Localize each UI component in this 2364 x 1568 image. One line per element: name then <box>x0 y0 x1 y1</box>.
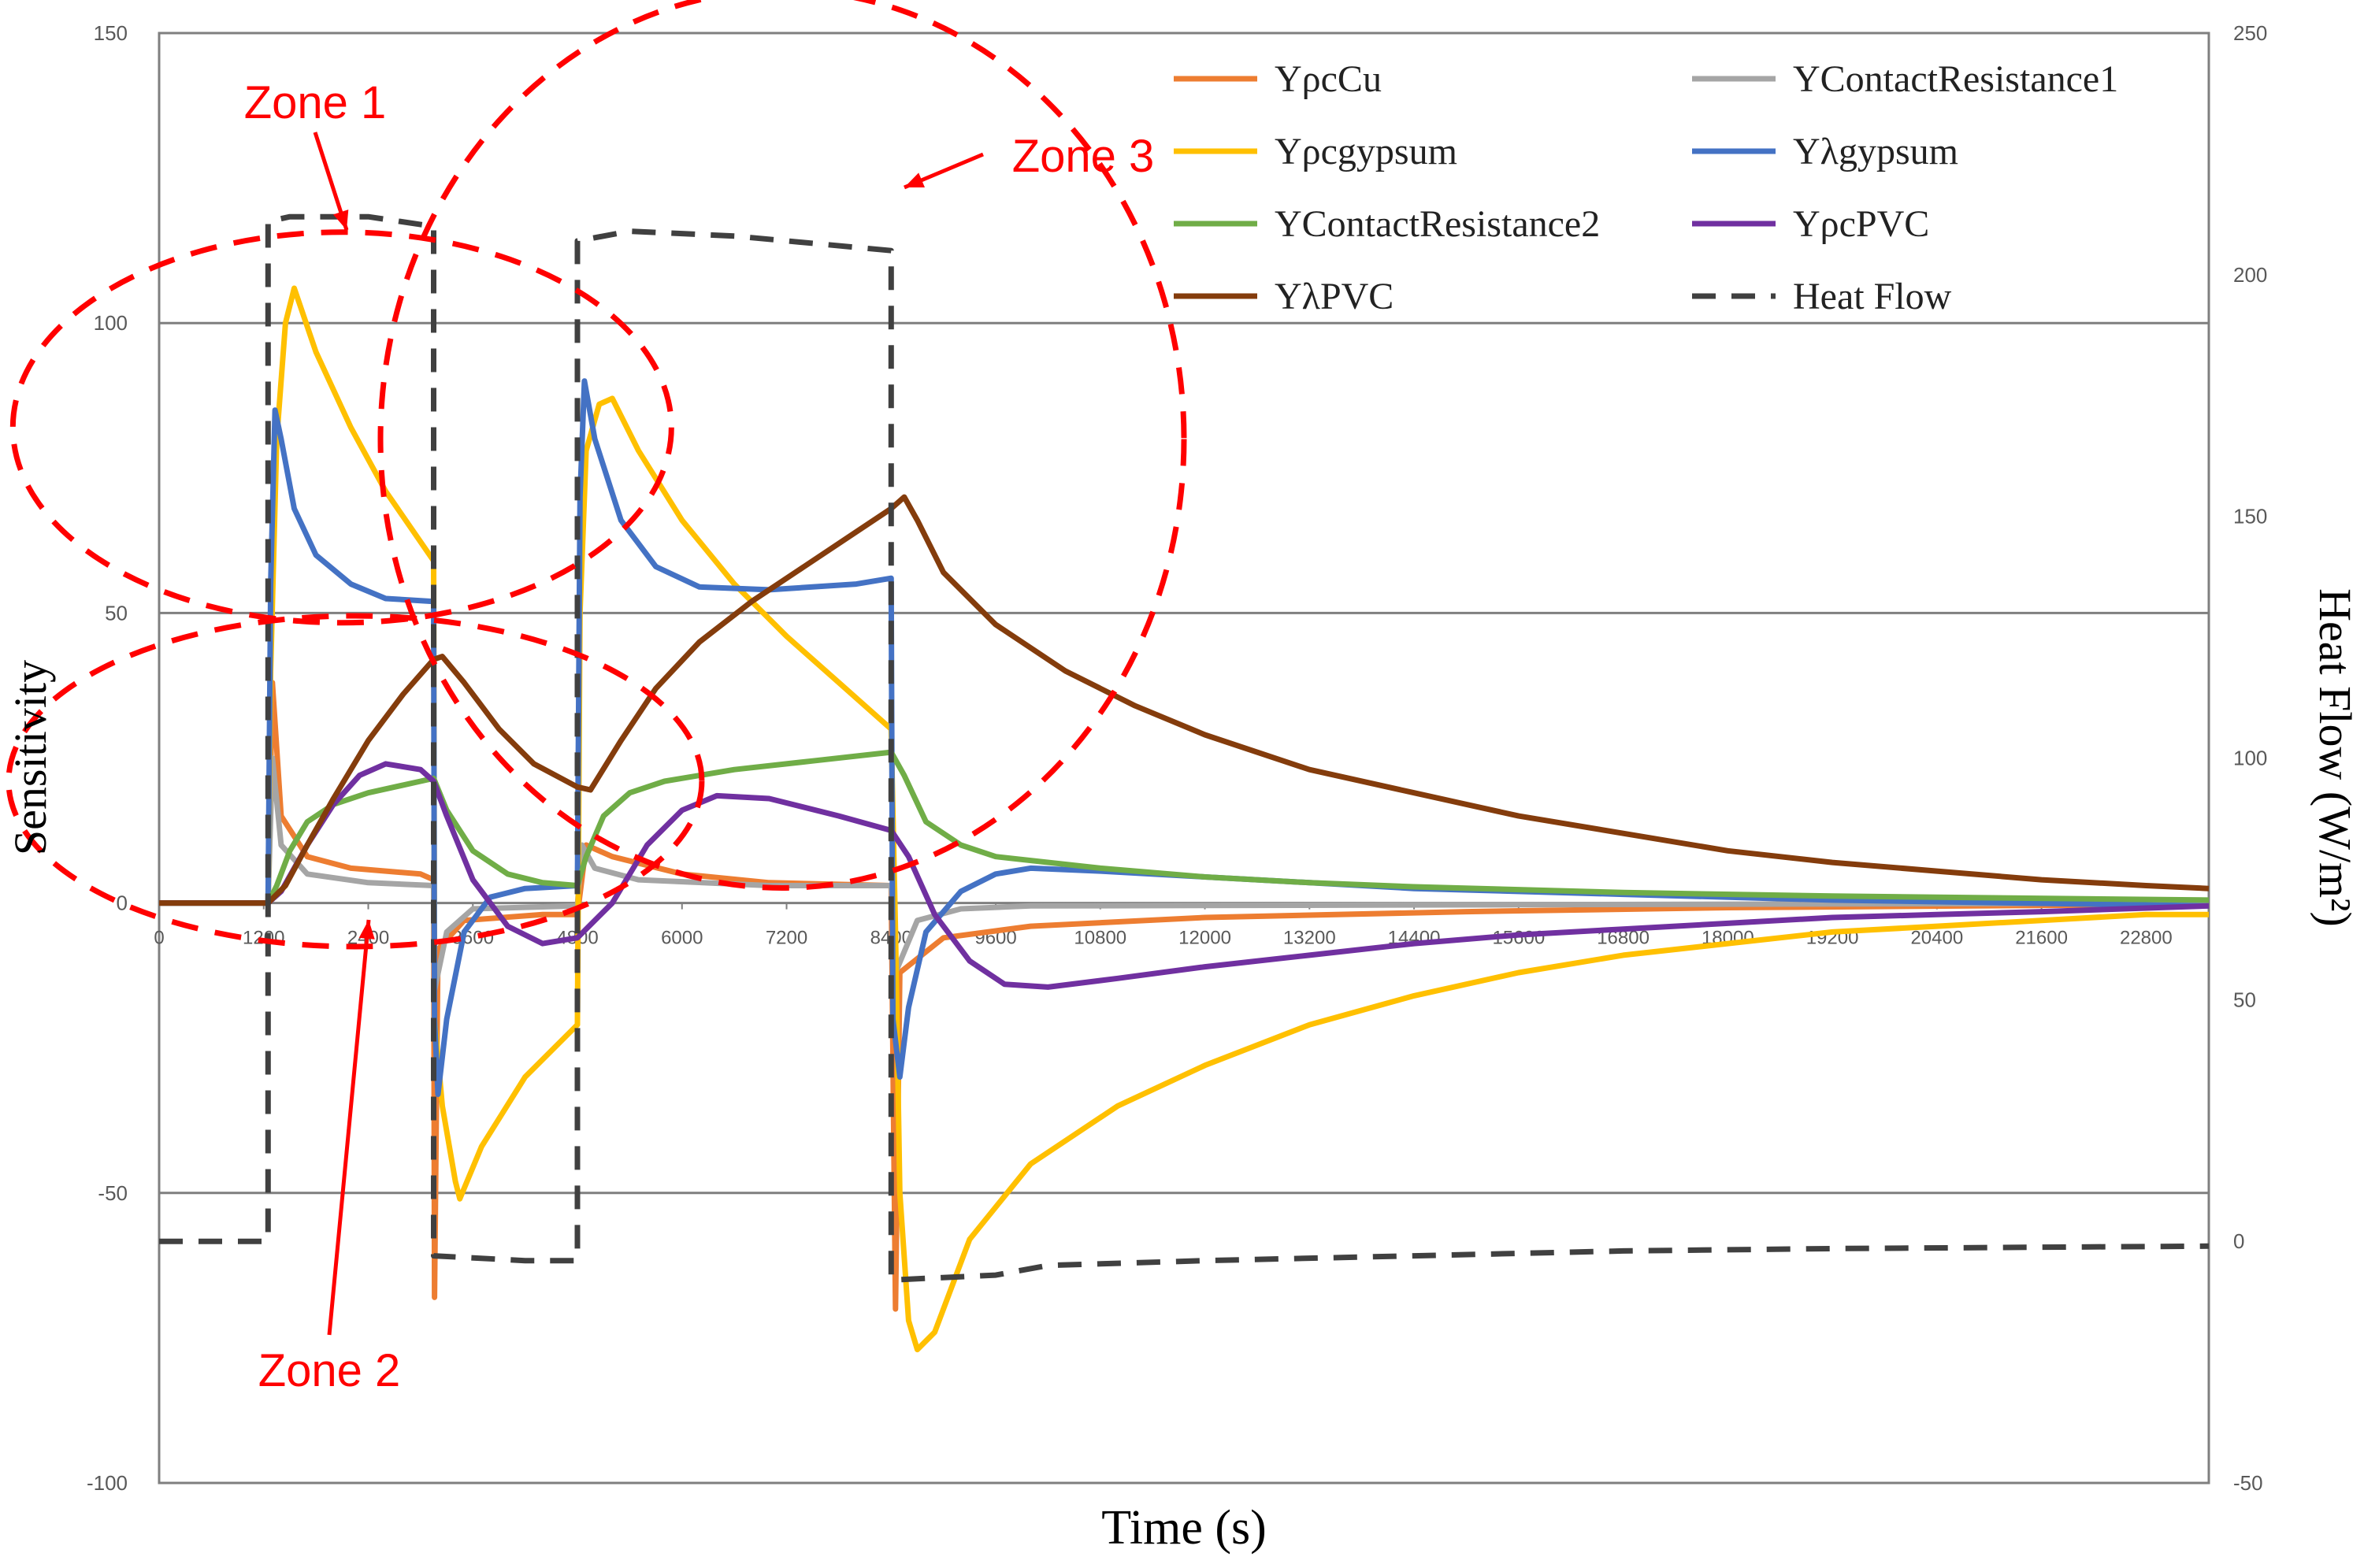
legend-label: Yρcgypsum <box>1275 131 1457 172</box>
legend-label: YλPVC <box>1275 276 1394 317</box>
legend-label: YContactResistance2 <box>1275 203 1600 245</box>
legend-label: Heat Flow <box>1793 276 1952 317</box>
zone-1-arrow-head <box>333 209 349 230</box>
x-tick-label: 13200 <box>1283 928 1336 949</box>
y-tick-label: 100 <box>94 311 128 335</box>
y2-axis-title: Heat Flow (W/m²) <box>2310 588 2361 927</box>
y2-tick-label: 50 <box>2233 988 2256 1011</box>
x-axis-title: Time (s) <box>1101 1501 1267 1555</box>
zone-3-ellipse <box>377 0 1187 891</box>
x-tick-label: 7200 <box>766 928 807 949</box>
series-line-6 <box>159 494 2210 906</box>
y-tick-label: -50 <box>98 1181 128 1205</box>
series-line-5 <box>159 761 2210 990</box>
legend: YρcCu YContactResistance1 Yρcgypsum Yλgypsu… <box>1174 58 2118 317</box>
y2-tick-label: -50 <box>2233 1471 2263 1495</box>
y2-tick-label: 200 <box>2233 263 2267 287</box>
y-tick-label: 0 <box>117 891 128 915</box>
zone-label-2: Zone 2 <box>258 1345 401 1396</box>
zone-1-ellipse <box>9 229 674 626</box>
y2-tick-label: 100 <box>2233 747 2267 770</box>
zone-label-3: Zone 3 <box>1012 131 1155 182</box>
x-tick-label: 21600 <box>2015 928 2068 949</box>
series-line-7 <box>159 213 2210 1283</box>
x-tick-label: 20400 <box>1910 928 1963 949</box>
zone-2-arrow <box>327 919 371 1336</box>
x-tick-label: 10800 <box>1074 928 1126 949</box>
legend-label: YContactResistance1 <box>1793 58 2118 100</box>
plot-area <box>158 32 2210 1485</box>
y2-tick-label: 0 <box>2233 1229 2244 1253</box>
x-tick-label: 22800 <box>2120 928 2173 949</box>
zone-annotations: Zone 1 Zone 2 Zone 3 <box>6 0 1187 1396</box>
legend-label: YρcPVC <box>1793 203 1929 245</box>
series-line-3 <box>159 378 2210 1098</box>
series-layer <box>159 213 2210 1353</box>
y-tick-label: 50 <box>105 601 128 625</box>
y-axis-title: Sensitivity <box>5 660 56 855</box>
x-tick-label: 0 <box>154 928 164 949</box>
legend-label: YρcCu <box>1275 58 1382 100</box>
legend-label: Yλgypsum <box>1793 131 1958 172</box>
y-tick-label: 150 <box>94 21 128 45</box>
zone-label-1: Zone 1 <box>244 77 387 128</box>
y2-tick-label: 250 <box>2233 21 2267 45</box>
x-tick-label: 6000 <box>661 928 703 949</box>
series-line-4 <box>159 749 2210 906</box>
y2-tick-label: 150 <box>2233 505 2267 528</box>
axis-layer: -100-50050100150-50050100150200250012002… <box>87 21 2267 1495</box>
zone-2-ellipse <box>6 613 705 950</box>
zone-2-arrow-head <box>358 920 375 940</box>
x-tick-label: 12000 <box>1178 928 1231 949</box>
series-line-2 <box>159 285 2209 1353</box>
zone-3-arrow-head <box>904 172 925 188</box>
y-tick-label: -100 <box>87 1471 128 1495</box>
